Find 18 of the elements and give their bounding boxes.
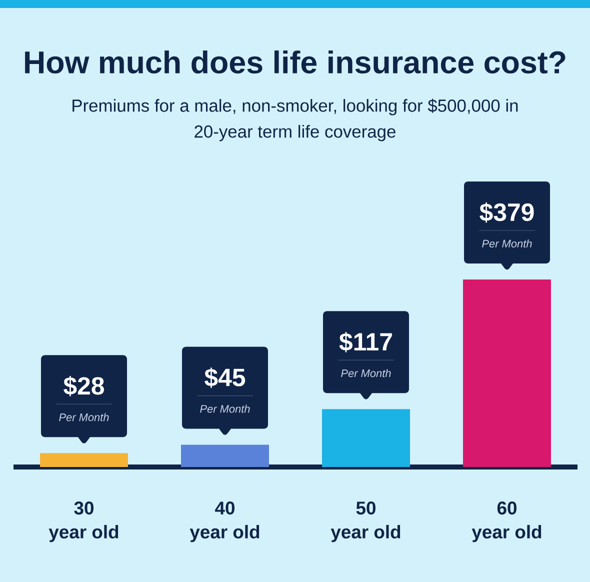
data-label: $379 — [480, 202, 534, 223]
data-label: $117 — [339, 332, 392, 352]
annotation: Per Month — [341, 369, 391, 378]
x-tick-label: 50 year old — [330, 502, 400, 542]
bar — [322, 409, 410, 467]
text: Per Month — [482, 239, 532, 248]
annotation: Per Month — [59, 413, 109, 422]
x-tick-label: 30 year old — [48, 502, 118, 542]
chart-subtitle: Premiums for a male, non-smoker, looking for $500,000 in 20-year term life coverage — [72, 98, 518, 142]
x-tick-label: 60 year old — [472, 502, 542, 542]
bar — [40, 453, 128, 467]
data-label: $28 — [64, 376, 104, 396]
bar — [181, 444, 270, 467]
data-label: $45 — [204, 368, 246, 388]
bar — [463, 279, 552, 467]
x-tick-label: 40 year old — [190, 502, 260, 542]
chart-title: How much does life insurance cost? — [25, 50, 566, 74]
annotation: Per Month — [200, 404, 250, 413]
